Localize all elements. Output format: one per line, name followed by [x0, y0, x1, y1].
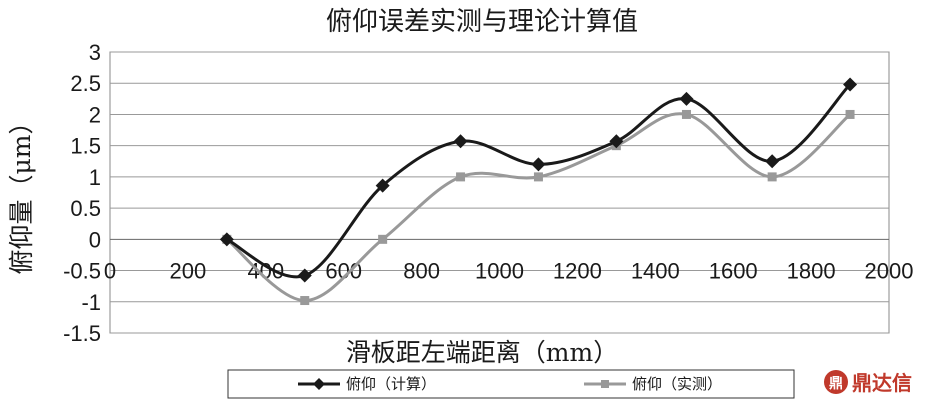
legend-marker-meas	[601, 380, 609, 388]
data-point-square	[767, 172, 777, 182]
y-axis-ticks: 3 2.5 2 1.5 1 0.5 0 -0.5 -1 -1.5	[63, 40, 101, 346]
data-point-square	[300, 296, 310, 306]
x-axis-ticks: 0 200 400 600 800 1000 1200 1400 1600 1800 2000	[104, 258, 914, 283]
y-tick-label: 0.5	[70, 196, 101, 221]
y-axis-title: 俯仰量（μm）	[7, 110, 36, 275]
y-tick-label: 1	[89, 165, 101, 190]
legend-marker-calc	[313, 378, 325, 390]
watermark-logo: 鼎 鼎达信	[824, 370, 912, 395]
series-layer	[219, 77, 858, 306]
legend-box	[227, 369, 795, 399]
data-point-square	[456, 172, 466, 182]
data-point-diamond	[297, 268, 312, 283]
x-tick-label: 0	[104, 258, 116, 283]
y-tick-label: 2.5	[70, 71, 101, 96]
data-point-diamond	[453, 134, 468, 149]
data-point-square	[845, 109, 855, 119]
x-tick-label: 1400	[631, 258, 680, 283]
x-tick-label: 1200	[553, 258, 602, 283]
watermark-emblem-glyph: 鼎	[829, 375, 843, 392]
series-calc	[219, 77, 858, 283]
y-tick-label: 1.5	[70, 134, 101, 159]
x-axis-title: 滑板距左端距离（mm）	[346, 338, 618, 367]
legend-label-meas: 俯仰（实测）	[632, 375, 722, 393]
chart-title: 俯仰误差实测与理论计算值	[326, 7, 638, 37]
y-tick-label: -0.5	[63, 259, 101, 284]
data-point-diamond	[531, 157, 546, 172]
y-tick-label: -1.5	[63, 321, 101, 346]
data-point-diamond	[765, 154, 780, 169]
gridlines	[110, 51, 889, 334]
x-tick-label: 1000	[475, 258, 524, 283]
legend-label-calc: 俯仰（计算）	[346, 375, 436, 393]
data-point-square	[681, 109, 691, 119]
watermark-emblem-icon	[824, 370, 848, 394]
x-tick-label: 200	[170, 258, 207, 283]
y-tick-label: 3	[89, 40, 101, 65]
legend: 俯仰（计算） 俯仰（实测）	[227, 369, 795, 399]
y-tick-label: -1	[81, 290, 101, 315]
data-point-diamond	[843, 77, 858, 92]
x-tick-label: 1600	[709, 258, 758, 283]
watermark-text: 鼎达信	[852, 371, 912, 395]
x-tick-label: 2000	[865, 258, 914, 283]
x-tick-label: 800	[403, 258, 440, 283]
data-point-diamond	[375, 178, 390, 193]
data-point-square	[533, 172, 543, 182]
series-meas	[222, 109, 855, 306]
data-point-diamond	[219, 232, 234, 247]
y-tick-label: 2	[89, 102, 101, 127]
x-tick-label: 1800	[787, 258, 836, 283]
data-point-square	[378, 234, 388, 244]
data-point-diamond	[609, 134, 624, 149]
y-tick-label: 0	[89, 227, 101, 252]
plot-area	[109, 51, 890, 334]
data-point-diamond	[679, 91, 694, 106]
